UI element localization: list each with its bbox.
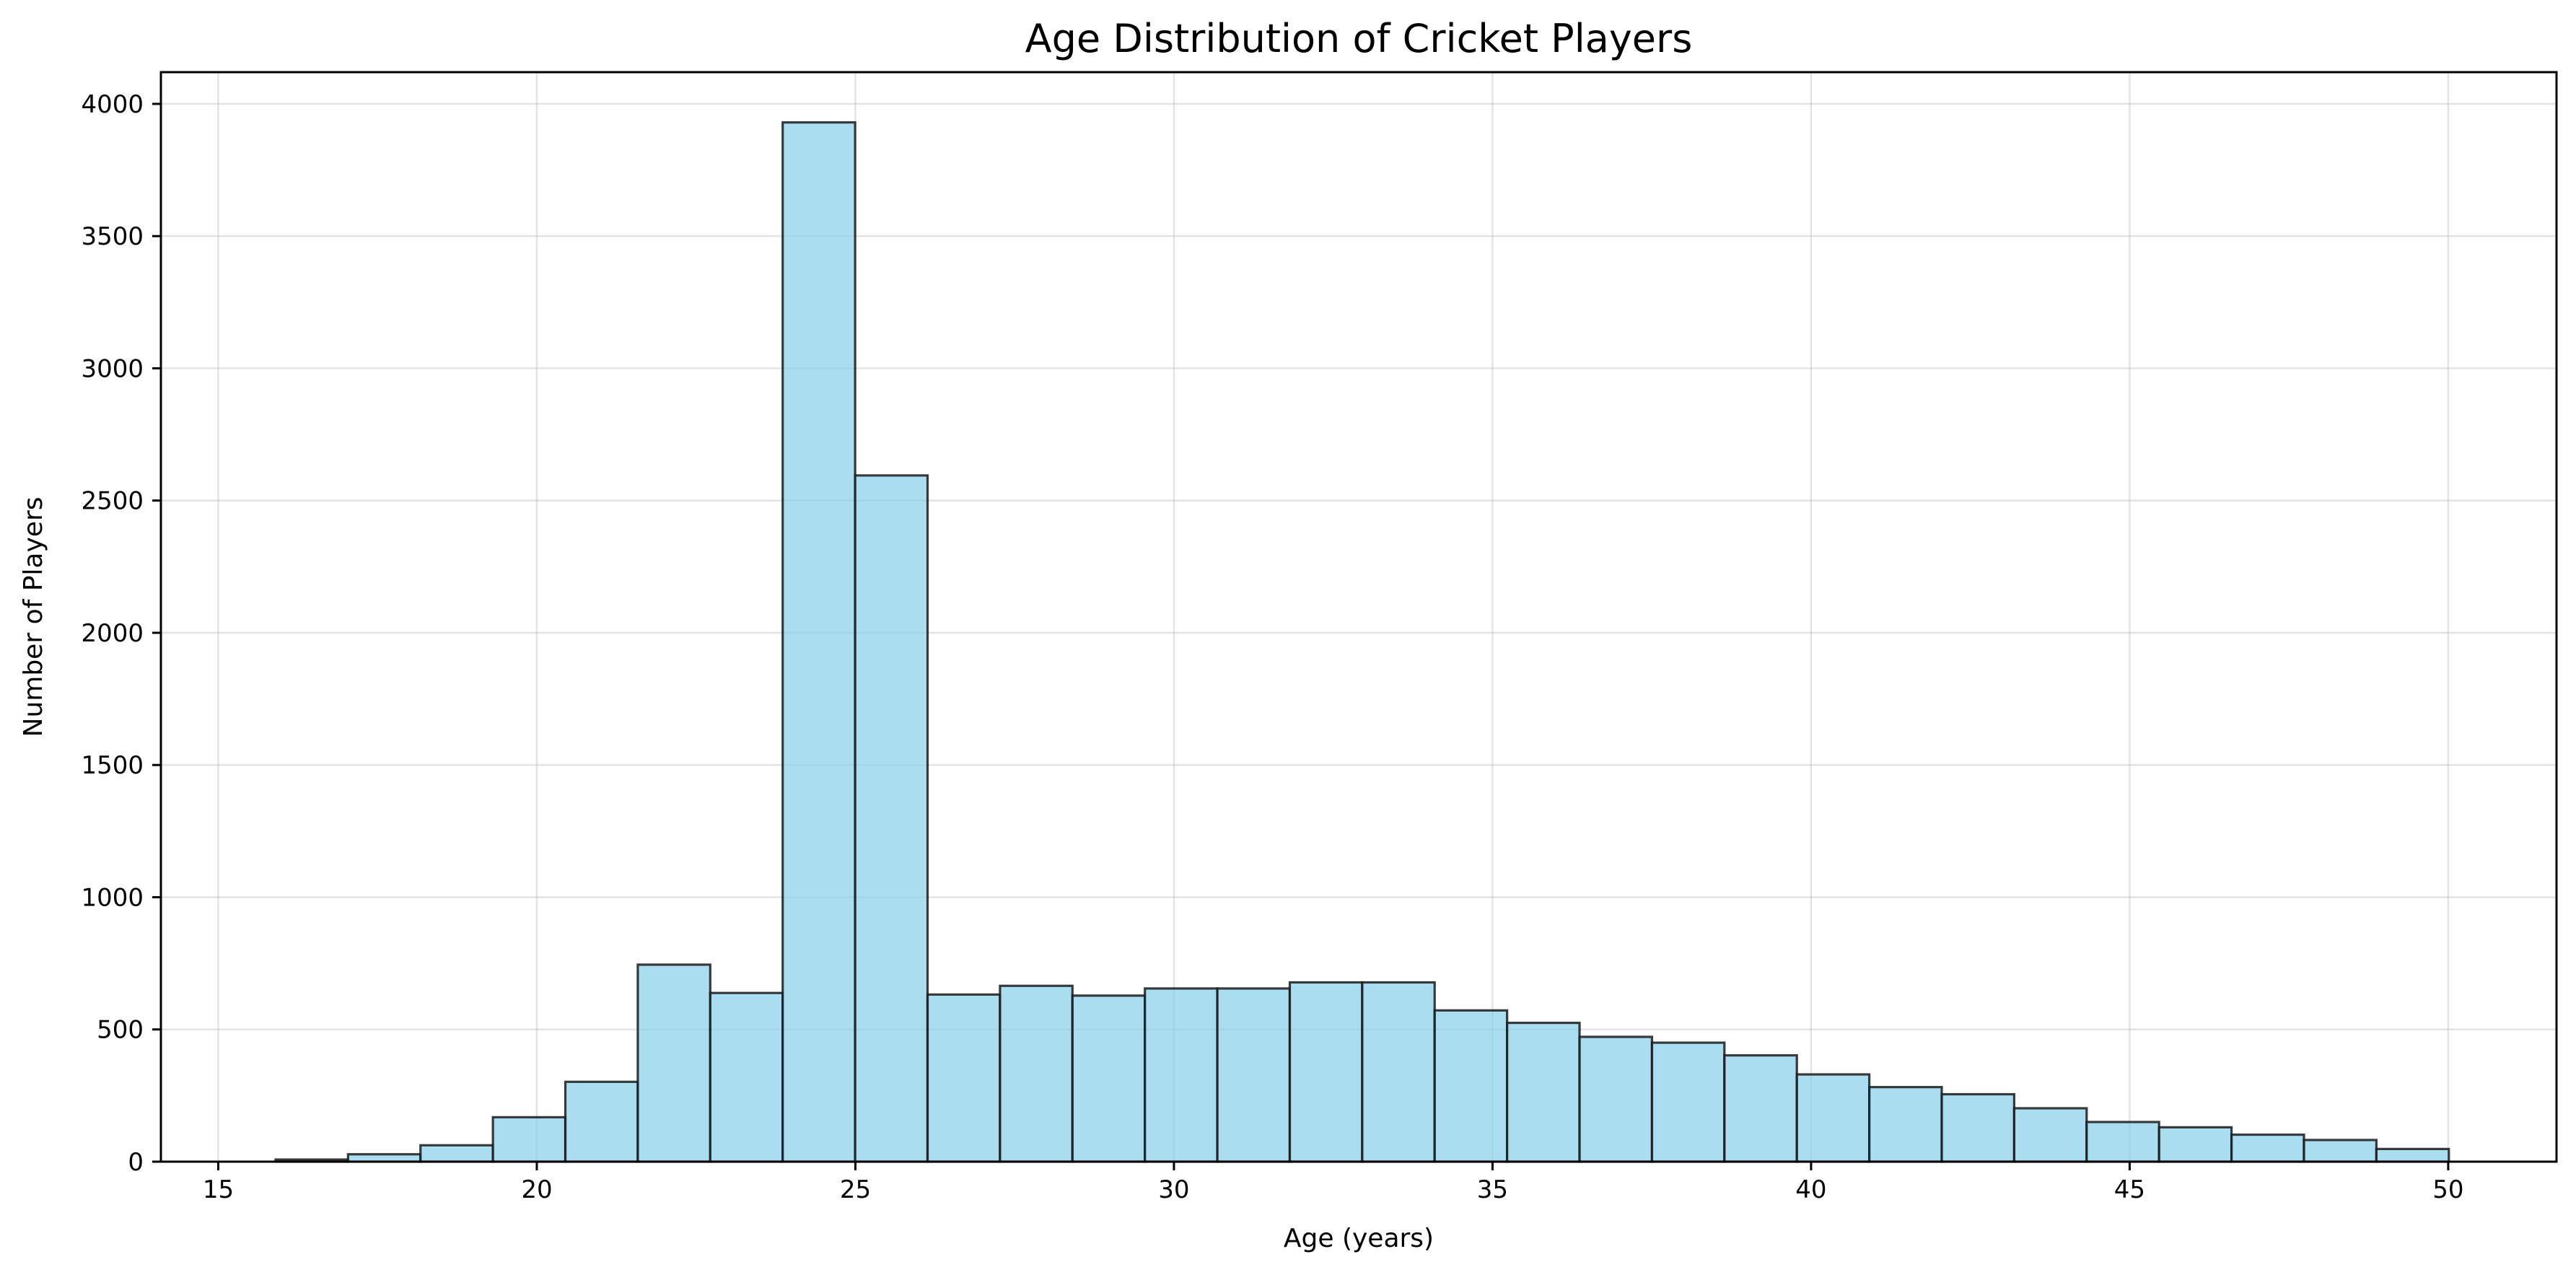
x-tick-label: 30 [1158, 1175, 1189, 1204]
x-tick-label: 45 [2114, 1175, 2145, 1204]
histogram-bar [2375, 1147, 2450, 1163]
histogram-bar [2303, 1139, 2378, 1163]
histogram-bar [2157, 1126, 2233, 1163]
y-tick-label: 3000 [81, 354, 144, 383]
y-tick-label: 2000 [81, 619, 144, 648]
histogram-bar [636, 963, 711, 1163]
histogram-bar [1940, 1092, 2016, 1163]
histogram-bar [1216, 987, 1292, 1163]
histogram-bar [1723, 1054, 1798, 1163]
histogram-bar [1506, 1021, 1581, 1163]
chart-title: Age Distribution of Cricket Players [1025, 16, 1693, 61]
histogram-bar [1071, 994, 1147, 1163]
y-tick-label: 3500 [81, 222, 144, 251]
histogram-bar [1578, 1035, 1654, 1163]
y-tick-label: 500 [97, 1016, 144, 1045]
histogram-bar [346, 1153, 422, 1163]
grid [161, 72, 2557, 1163]
x-tick-label: 35 [1477, 1175, 1508, 1204]
histogram-bar [854, 474, 929, 1163]
histogram-bar [1361, 981, 1436, 1163]
histogram-bar [1795, 1073, 1871, 1163]
bars [274, 121, 2450, 1163]
histogram-bar [1868, 1086, 1943, 1163]
x-tick-label: 15 [203, 1175, 234, 1204]
histogram-bar [419, 1144, 494, 1163]
x-tick-label: 20 [521, 1175, 552, 1204]
y-tick-label: 4000 [81, 90, 144, 119]
histogram-bar [1288, 981, 1364, 1163]
axes-frame [159, 71, 2558, 1163]
histogram-bar [781, 121, 857, 1163]
histogram-bar [1650, 1041, 1726, 1163]
histogram-bar [2012, 1107, 2088, 1163]
y-tick-label: 2500 [81, 487, 144, 516]
x-axis-label: Age (years) [1284, 1224, 1434, 1253]
x-tick-label: 25 [840, 1175, 871, 1204]
y-tick-label: 1500 [81, 751, 144, 780]
histogram-bar [709, 991, 784, 1163]
histogram-bar [2085, 1121, 2160, 1163]
histogram-bar [564, 1080, 639, 1163]
y-axis-label: Number of Players [19, 497, 48, 737]
histogram-bar [491, 1115, 567, 1163]
histogram-bar [999, 984, 1074, 1163]
ticks: 15 20 25 30 35 40 45 50050010001500200025003000… [81, 90, 2463, 1204]
y-tick-label: 0 [128, 1148, 144, 1177]
y-tick-label: 1000 [81, 883, 144, 912]
histogram-bar [2230, 1134, 2305, 1163]
x-tick-label: 50 [2432, 1175, 2463, 1204]
histogram-bar [1433, 1009, 1509, 1163]
x-tick-label: 40 [1795, 1175, 1826, 1204]
histogram-bar [1144, 987, 1219, 1163]
histogram-bar [926, 993, 1002, 1163]
